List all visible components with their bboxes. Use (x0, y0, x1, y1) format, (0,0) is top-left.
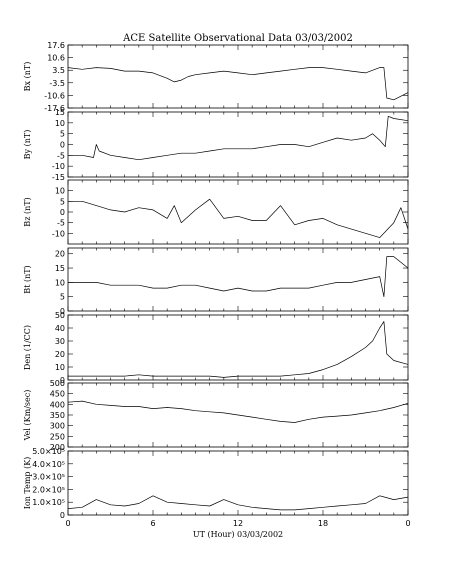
by-ytick-label: 15 (55, 108, 65, 117)
bx-ytick-label: 17.6 (47, 41, 65, 50)
bt-frame (67, 247, 409, 312)
bz-frame (67, 179, 409, 245)
panel-bz: 105 0 -5-10 Bz (nT) (23, 179, 409, 245)
by-series-line (68, 115, 409, 161)
velocity-ylabel: Vel (Km/sec) (23, 390, 32, 442)
velocity-ytick-label: 250 (50, 432, 65, 441)
bz-ytick-label: 5 (60, 197, 65, 206)
panel-ion_temp: 5.0×10⁵ 4.0×10⁵ 3.0×10⁵ 2.0×10⁵ 1.0×10⁵ 0 Ion … (23, 447, 409, 520)
by-ylabel: By (nT) (23, 130, 32, 160)
velocity-ytick-label: 300 (50, 422, 65, 431)
panel-by: 15 10 5 0-5 -10 -15 By (nT) (23, 108, 409, 182)
density-ytick-label: 20 (55, 350, 65, 359)
bz-ytick-label: -10 (52, 229, 65, 238)
bz-ytick-label: 10 (55, 187, 65, 196)
bt-ytick-label: 5 (60, 293, 65, 302)
bt-ytick-label: 10 (55, 278, 65, 287)
by-ytick-label: -15 (52, 173, 65, 182)
bz-series-line (68, 198, 409, 238)
ion_temp-ytick-label: 0 (60, 511, 65, 520)
ion_temp-series-line (67, 495, 409, 511)
density-ytick-label: 40 (55, 324, 65, 333)
ion_temp-ytick-label: 1.0×10⁵ (32, 498, 65, 507)
velocity-ytick-label: 400 (50, 400, 65, 409)
by-ytick-label: 5 (60, 130, 65, 139)
bx-ytick-label: -3.5 (49, 79, 65, 88)
x-tick-label: 18 (318, 519, 328, 528)
bz-ytick-label: -5 (57, 219, 65, 228)
bx-ylabel: Bx (nT) (23, 62, 32, 92)
x-tick-label: 12 (233, 519, 243, 528)
bx-ytick-label: 3.5 (52, 66, 65, 75)
bx-ytick-label: -10.6 (44, 91, 65, 100)
by-frame (67, 111, 409, 178)
density-ytick-label: 50 (55, 311, 65, 320)
velocity-ytick-label: 350 (50, 411, 65, 420)
ion_temp-ytick-label: 3.0×10⁵ (32, 473, 65, 482)
panel-density: 50 40 30 20 10 0 Den (1/CC) (23, 311, 409, 385)
density-ytick-label: 10 (55, 363, 65, 372)
ion_temp-ytick-label: 2.0×10⁵ (32, 485, 65, 494)
panel-bx: 17.6 10.6 3.5 -3.5 -10.6 -17.6 Bx (nT) (23, 41, 409, 113)
density-series-line (68, 321, 409, 378)
bx-ytick-label: 10.6 (47, 54, 65, 63)
figure-title: ACE Satellite Observational Data 03/03/2… (122, 33, 353, 44)
bt-ylabel: Bt (nT) (23, 265, 32, 293)
bz-ytick-label: 0 (60, 208, 65, 217)
by-ytick-label: 10 (55, 119, 65, 128)
bt-ytick-label: 0 (60, 307, 65, 316)
ion_temp-ylabel: Ion Temp (K) (23, 457, 32, 510)
panel-bt: 20 15 10 5 0 Bt (nT) (23, 247, 409, 316)
velocity-ytick-label: 200 (50, 443, 65, 452)
bt-ytick-label: 15 (55, 264, 65, 273)
x-tick-label: 0 (65, 519, 70, 528)
bx-series-line (67, 67, 409, 101)
bz-ylabel: Bz (nT) (23, 197, 32, 226)
x-tick-label: 0 (405, 519, 410, 528)
density-frame (67, 314, 409, 381)
bt-series-line (68, 256, 409, 298)
bx-ytick-label: -17.6 (44, 104, 65, 113)
ion_temp-ytick-label: 5.0×10⁵ (32, 447, 65, 456)
velocity-series-line (67, 400, 409, 423)
by-ytick-label: -5 (57, 151, 65, 160)
by-ytick-label: -10 (52, 162, 65, 171)
density-ytick-label: 0 (60, 376, 65, 385)
density-ylabel: Den (1/CC) (23, 325, 32, 370)
density-ytick-label: 30 (55, 337, 65, 346)
by-ytick-label: 0 (60, 141, 65, 150)
bt-ytick-label: 20 (55, 250, 65, 259)
ion_temp-ytick-label: 4.0×10⁵ (32, 460, 65, 469)
velocity-ytick-label: 500 (50, 379, 65, 388)
panels: 17.610.63.5-3.5-10.6-17.6Bx (nT)151050-5… (23, 41, 411, 528)
velocity-ytick-label: 450 (50, 390, 65, 399)
bx-frame (67, 44, 409, 109)
x-tick-label: 6 (150, 519, 155, 528)
x-axis-label: UT (Hour) 03/03/2002 (193, 530, 283, 539)
